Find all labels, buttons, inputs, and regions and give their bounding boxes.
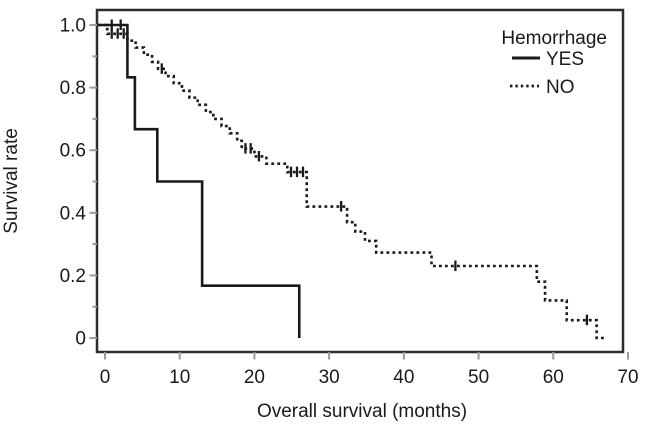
y-tick-label: 0.6 [60, 141, 86, 162]
plot-area: 0 0.2 0.4 0.6 0.8 1.0 0 10 20 30 40 50 60 70 [60, 8, 639, 388]
y-tick-label: 0.4 [60, 203, 87, 224]
series-path-no [98, 23, 606, 340]
legend-label-no: NO [546, 77, 575, 98]
x-tick-label: 60 [543, 367, 564, 388]
series-path-yes [98, 23, 301, 338]
x-tick-label: 40 [393, 367, 414, 388]
y-tick-label: 0.2 [60, 266, 86, 287]
x-tick-label: 50 [468, 367, 489, 388]
y-tick-label: 0 [75, 329, 86, 350]
x-tick-label: 20 [244, 367, 265, 388]
y-tick-label: 0.8 [60, 78, 86, 99]
x-tick-label: 70 [617, 367, 638, 388]
legend: Hemorrhage YES NO [501, 28, 607, 98]
legend-title: Hemorrhage [501, 28, 607, 49]
x-axis-title: Overall survival (months) [257, 401, 467, 422]
x-tick-label: 0 [100, 367, 111, 388]
legend-label-yes: YES [546, 49, 584, 70]
censor-marks-yes [110, 19, 122, 30]
x-tick-label: 30 [319, 367, 340, 388]
y-axis-title: Survival rate [1, 128, 22, 234]
x-tick-label: 10 [169, 367, 190, 388]
censor-marks-no [110, 28, 589, 326]
y-tick-label: 1.0 [60, 16, 86, 37]
